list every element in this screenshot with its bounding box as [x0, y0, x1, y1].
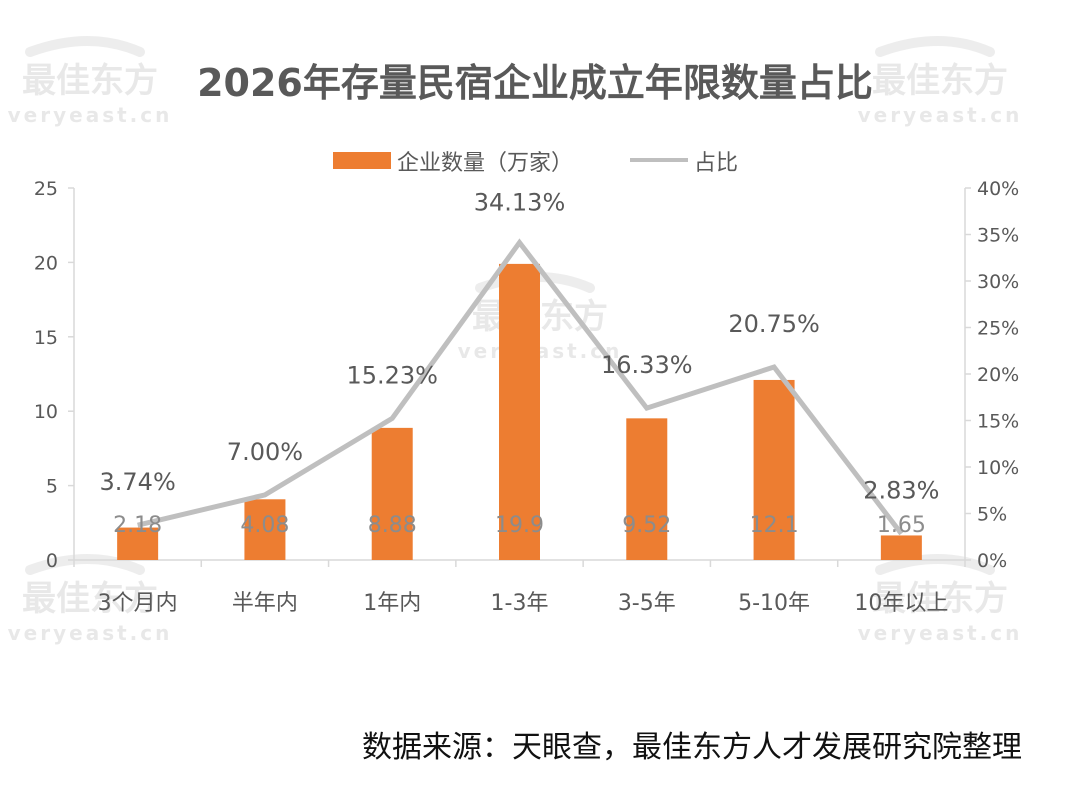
x-tick-label: 1-3年 [491, 591, 549, 616]
y-right-tick-label: 20% [977, 364, 1019, 386]
line-value-label: 3.74% [100, 468, 176, 496]
y-left-tick-label: 15 [34, 327, 58, 349]
watermark-url: veryeast.cn [8, 621, 173, 645]
y-right-tick-label: 15% [977, 411, 1019, 433]
bar-value-label: 8.88 [368, 513, 417, 538]
y-left-tick-label: 25 [34, 178, 58, 200]
line-value-label: 34.13% [474, 189, 566, 217]
legend: 企业数量（万家） 占比 [333, 151, 738, 176]
bar-value-label: 2.18 [113, 513, 162, 538]
bar [372, 428, 413, 560]
line-value-label: 15.23% [346, 361, 438, 389]
x-tick-label: 3-5年 [618, 591, 676, 616]
chart-title: 2026年存量民宿企业成立年限数量占比 [197, 61, 873, 105]
y-right-tick-label: 10% [977, 457, 1019, 479]
bar-value-label: 1.65 [877, 513, 926, 538]
watermark-swoosh [880, 41, 990, 52]
x-tick-label: 半年内 [232, 591, 298, 616]
legend-line-label: 占比 [694, 151, 738, 176]
bar [881, 535, 922, 560]
x-tick-label: 1年内 [363, 591, 421, 616]
y-right-tick-label: 30% [977, 271, 1019, 293]
y-right-tick-label: 35% [977, 225, 1019, 247]
legend-bar-label: 企业数量（万家） [397, 151, 573, 176]
watermark-url: veryeast.cn [8, 103, 173, 127]
y-left-tick-label: 5 [46, 476, 58, 498]
bar-value-label: 19.9 [495, 513, 544, 538]
line-value-label: 20.75% [728, 310, 820, 338]
bar-value-label: 4.08 [240, 513, 289, 538]
y-right-tick-label: 40% [977, 178, 1019, 200]
bar [626, 418, 667, 560]
x-tick-label: 10年以上 [854, 591, 948, 616]
x-tick-label: 3个月内 [98, 591, 178, 616]
y-left-tick-label: 20 [34, 252, 58, 274]
watermark-brand: 最佳东方 [872, 61, 1008, 101]
bar-value-label: 9.52 [622, 513, 671, 538]
legend-bar-swatch [333, 152, 391, 169]
x-tick-label: 5-10年 [738, 591, 810, 616]
y-left-tick-label: 0 [46, 550, 58, 572]
y-right-tick-label: 0% [977, 550, 1007, 572]
source-note: 数据来源：天眼查，最佳东方人才发展研究院整理 [362, 722, 1022, 766]
line-value-label: 2.83% [863, 477, 939, 505]
y-right-tick-label: 5% [977, 504, 1007, 526]
watermark-swoosh [30, 41, 140, 52]
watermark-url: veryeast.cn [858, 103, 1023, 127]
watermark-url: veryeast.cn [858, 621, 1023, 645]
line-value-label: 16.33% [601, 351, 693, 379]
watermark-brand: 最佳东方 [22, 61, 158, 101]
y-right-tick-label: 25% [977, 318, 1019, 340]
y-left-tick-label: 10 [34, 401, 58, 423]
line-value-label: 7.00% [227, 438, 303, 466]
bar-value-label: 12.1 [750, 513, 799, 538]
